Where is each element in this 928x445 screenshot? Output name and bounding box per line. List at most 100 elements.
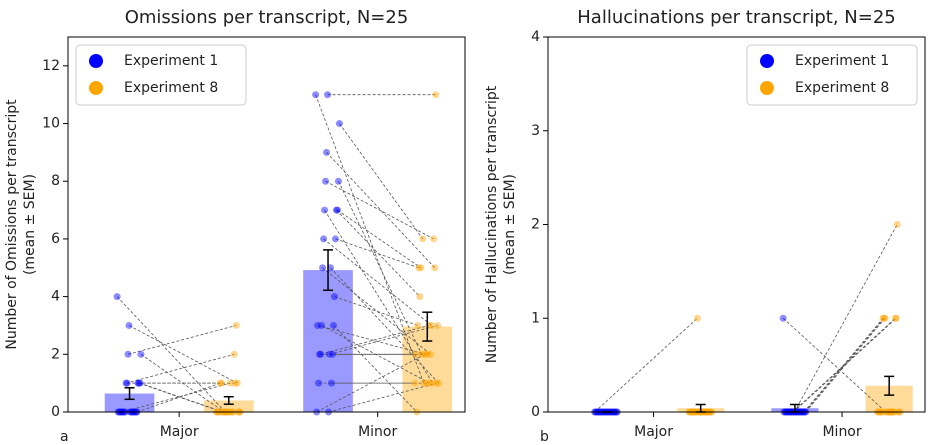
pair-line bbox=[125, 353, 235, 384]
pair-line bbox=[317, 325, 426, 355]
point bbox=[134, 379, 142, 387]
point bbox=[693, 314, 701, 322]
pair-line bbox=[803, 317, 884, 413]
pair-line bbox=[804, 317, 885, 413]
pair-line bbox=[121, 382, 231, 413]
point bbox=[880, 314, 888, 322]
pair-line bbox=[116, 296, 226, 413]
y-axis-label: Number of Omissions per transcript bbox=[4, 99, 20, 350]
point bbox=[332, 206, 340, 214]
point bbox=[335, 120, 343, 128]
y-tick-label: 8 bbox=[51, 173, 60, 189]
point bbox=[418, 350, 426, 358]
point bbox=[426, 379, 434, 387]
point bbox=[891, 314, 899, 322]
legend-box bbox=[75, 44, 247, 106]
y-axis-label: (mean ± SEM) bbox=[22, 174, 38, 275]
point bbox=[329, 321, 337, 329]
pair-line bbox=[329, 325, 438, 355]
y-tick-label: 4 bbox=[531, 29, 540, 45]
point bbox=[230, 350, 238, 358]
point bbox=[424, 350, 432, 358]
y-tick-label: 4 bbox=[51, 289, 60, 305]
point bbox=[422, 350, 430, 358]
bar bbox=[104, 393, 155, 412]
point bbox=[320, 235, 328, 243]
point bbox=[226, 379, 234, 387]
legend-label: Experiment 8 bbox=[795, 80, 889, 96]
legend-label: Experiment 1 bbox=[795, 53, 889, 69]
pair-line bbox=[320, 325, 429, 355]
pair-line bbox=[322, 267, 432, 355]
point bbox=[124, 350, 132, 358]
panel-label: a bbox=[60, 429, 69, 445]
point bbox=[315, 379, 323, 387]
point bbox=[137, 350, 145, 358]
point bbox=[328, 379, 336, 387]
y-tick-label: 2 bbox=[51, 346, 60, 362]
point bbox=[415, 264, 423, 272]
panel-label: b bbox=[540, 429, 549, 445]
point bbox=[217, 379, 225, 387]
x-tick-label: Minor bbox=[358, 424, 397, 440]
point bbox=[123, 379, 131, 387]
point bbox=[316, 350, 324, 358]
point bbox=[411, 379, 419, 387]
y-axis-label: (mean ± SEM) bbox=[502, 174, 518, 275]
y-tick-label: 6 bbox=[51, 231, 60, 247]
pair-line bbox=[315, 94, 425, 384]
point bbox=[433, 379, 441, 387]
point bbox=[414, 321, 422, 329]
point bbox=[419, 235, 427, 243]
y-tick-label: 0 bbox=[531, 404, 540, 420]
point bbox=[429, 379, 437, 387]
point bbox=[430, 235, 438, 243]
pair-line bbox=[316, 353, 425, 413]
point bbox=[431, 264, 439, 272]
pair-line bbox=[323, 238, 433, 326]
point bbox=[879, 314, 887, 322]
pair-line bbox=[782, 317, 887, 413]
x-tick-label: Major bbox=[160, 424, 199, 440]
point bbox=[318, 321, 326, 329]
pair-line bbox=[333, 325, 418, 413]
point bbox=[135, 379, 143, 387]
y-tick-label: 12 bbox=[42, 58, 60, 74]
point bbox=[334, 177, 342, 185]
point bbox=[412, 350, 420, 358]
x-tick-label: Minor bbox=[822, 424, 861, 440]
point bbox=[329, 350, 337, 358]
pair-line bbox=[339, 123, 424, 240]
point bbox=[233, 379, 241, 387]
bar bbox=[203, 400, 254, 412]
chart-title: Omissions per transcript, N=25 bbox=[125, 7, 409, 28]
y-tick-label: 2 bbox=[531, 217, 540, 233]
pair-line bbox=[794, 224, 898, 413]
bar bbox=[303, 270, 353, 412]
pair-line bbox=[793, 317, 897, 413]
point bbox=[881, 314, 889, 322]
y-tick-label: 10 bbox=[42, 116, 60, 132]
point bbox=[435, 379, 443, 387]
point bbox=[423, 379, 431, 387]
point bbox=[326, 350, 334, 358]
point bbox=[421, 350, 429, 358]
y-tick-label: 3 bbox=[531, 123, 540, 139]
point bbox=[428, 321, 436, 329]
pair-line bbox=[326, 152, 436, 269]
pair-line bbox=[328, 382, 437, 413]
point bbox=[427, 350, 435, 358]
point bbox=[319, 264, 327, 272]
x-tick-label: Major bbox=[634, 424, 673, 440]
point bbox=[113, 293, 121, 301]
y-tick-label: 1 bbox=[531, 310, 540, 326]
pair-line bbox=[330, 267, 439, 384]
point bbox=[312, 91, 320, 99]
pair-line bbox=[325, 180, 434, 240]
pair-line bbox=[128, 325, 238, 384]
point bbox=[216, 379, 224, 387]
pair-line bbox=[792, 317, 896, 413]
pair-line bbox=[337, 209, 422, 269]
point bbox=[317, 350, 325, 358]
